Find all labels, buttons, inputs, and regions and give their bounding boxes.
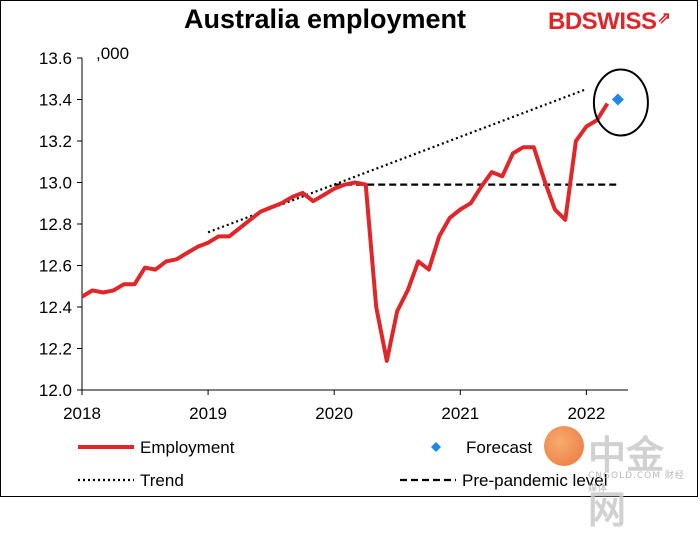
y-tick-label: 12.4 [39,298,72,317]
legend-label-pre-pandemic-level: Pre-pandemic level [462,471,608,490]
x-tick-label: 2022 [567,404,605,423]
x-tick-label: 2018 [63,404,101,423]
forecast-point [611,93,624,106]
y-tick-label: 12.0 [39,381,72,400]
y-tick-label: 13.4 [39,91,72,110]
watermark-subtext: CNGOLD.COM 财经媒体 [588,471,685,494]
series-layer [80,68,649,363]
y-tick-label: 13.6 [39,49,72,68]
logo-part1: BD [548,8,582,35]
x-tick-label: 2019 [189,404,227,423]
y-tick-label: 12.2 [39,340,72,359]
bdswiss-logo: BDSWISS⇗ [548,8,671,36]
y-tick-label: 13.2 [39,132,72,151]
axes: 12.0 12.2 12.4 12.6 12.8 13.0 13.2 13.4 13.6 2018… [39,49,628,423]
legend-label-trend: Trend [140,471,184,490]
y-tick-label: 12.8 [39,215,72,234]
line-chart: 12.0 12.2 12.4 12.6 12.8 13.0 13.2 13.4 13.6 2018… [39,49,649,490]
legend: Employment Forecast Trend Pre-pandemic leve… [78,438,608,490]
chart-title: Australia employment [183,4,467,34]
legend-label-forecast: Forecast [466,438,532,457]
legend-swatch-forecast [431,442,441,452]
forecast-highlight-ellipse [592,68,649,137]
legend-label-employment: Employment [140,438,235,457]
watermark-logo-icon [544,426,584,466]
watermark: 中金网 CNGOLD.COM 财经媒体 [544,424,694,532]
employment-line [80,102,610,363]
x-tick-label: 2020 [315,404,353,423]
logo-part2: SWISS [581,8,657,35]
logo-arrow-icon: ⇗ [657,10,671,27]
x-tick-label: 2021 [441,404,479,423]
y-unit-label: ,000 [96,44,130,63]
y-tick-label: 12.6 [39,257,72,276]
y-tick-label: 13.0 [39,174,72,193]
chart-frame [0,0,698,497]
